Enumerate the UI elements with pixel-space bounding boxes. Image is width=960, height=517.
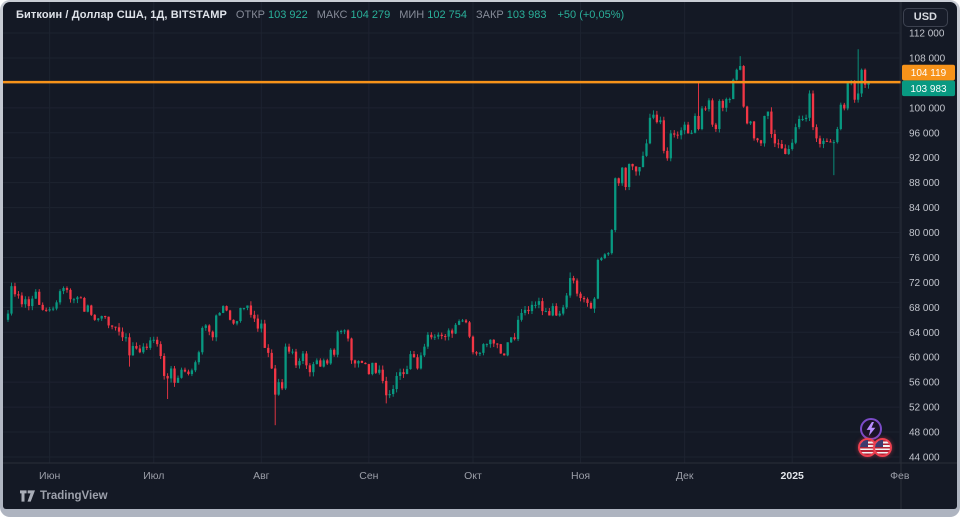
svg-text:104 119: 104 119 — [911, 68, 947, 79]
us-flag-icon — [858, 438, 877, 457]
chart-legend: Биткоин / Доллар США, 1Д, BITSTAMP ОТКР … — [16, 9, 624, 21]
svg-text:72 000: 72 000 — [909, 278, 940, 289]
events-lightning-icon[interactable] — [860, 418, 882, 440]
svg-text:Фев: Фев — [890, 470, 910, 482]
symbol-title[interactable]: Биткоин / Доллар США, 1Д, BITSTAMP — [16, 9, 227, 21]
svg-text:Июн: Июн — [39, 470, 60, 482]
svg-text:52 000: 52 000 — [909, 403, 940, 414]
svg-text:92 000: 92 000 — [909, 153, 940, 164]
svg-text:80 000: 80 000 — [909, 228, 940, 239]
svg-text:100 000: 100 000 — [909, 103, 946, 114]
svg-text:112 000: 112 000 — [909, 29, 945, 40]
price-change: +50 (+0,05%) — [557, 9, 625, 21]
time-axis-labels[interactable]: Июн Июл Авг Сен Окт Ноя Дек 2025 Фев — [39, 470, 910, 482]
lightning-bolt-icon — [866, 422, 876, 436]
svg-text:60 000: 60 000 — [909, 353, 940, 364]
svg-text:103 983: 103 983 — [910, 84, 947, 95]
ohlc-high: МАКС 104 279 — [317, 9, 391, 21]
chart-panel: 112 000 108 000 100 000 96 000 92 000 88 000 8… — [3, 2, 957, 509]
tradingview-logo-text: TradingView — [40, 490, 108, 502]
svg-text:76 000: 76 000 — [909, 253, 940, 264]
price-axis-labels[interactable]: 112 000 108 000 100 000 96 000 92 000 88 000 8… — [909, 29, 946, 464]
svg-text:Авг: Авг — [253, 470, 270, 482]
svg-text:64 000: 64 000 — [909, 328, 940, 339]
svg-text:56 000: 56 000 — [909, 378, 940, 389]
line-price-label[interactable]: 104 119 — [902, 64, 955, 81]
flag-canton — [860, 440, 868, 447]
candlestick-series — [6, 49, 870, 426]
svg-text:44 000: 44 000 — [909, 453, 940, 464]
tradingview-mark-icon — [20, 490, 35, 502]
svg-text:Сен: Сен — [359, 470, 378, 482]
price-gridlines — [3, 32, 901, 458]
svg-text:84 000: 84 000 — [909, 203, 940, 214]
ohlc-close: ЗАКР 103 983 — [476, 9, 547, 21]
svg-text:108 000: 108 000 — [909, 53, 946, 64]
time-gridlines — [49, 2, 901, 463]
svg-text:68 000: 68 000 — [909, 303, 940, 314]
low-value: 102 754 — [427, 9, 467, 21]
svg-text:Ноя: Ноя — [571, 470, 590, 482]
open-value: 103 922 — [267, 9, 308, 21]
svg-text:96 000: 96 000 — [909, 128, 940, 139]
currency-toggle-button[interactable]: USD — [902, 8, 948, 27]
last-price-label[interactable]: 103 983 — [902, 80, 955, 97]
close-label: ЗАКР — [476, 9, 504, 21]
low-label: МИН — [399, 9, 425, 21]
svg-text:Окт: Окт — [464, 470, 482, 482]
svg-text:Дек: Дек — [676, 470, 694, 482]
tradingview-logo[interactable]: TradingView — [20, 490, 108, 502]
svg-text:Июл: Июл — [143, 470, 164, 482]
open-label: ОТКР — [235, 9, 265, 21]
high-label: МАКС — [316, 9, 348, 21]
svg-text:48 000: 48 000 — [909, 428, 940, 439]
us-flag-icon — [873, 438, 892, 457]
svg-text:88 000: 88 000 — [909, 178, 940, 189]
economic-events-flags[interactable] — [858, 438, 892, 457]
close-value: 103 983 — [506, 9, 547, 21]
ohlc-open: ОТКР 103 922 — [236, 9, 308, 21]
chart-canvas[interactable]: 112 000 108 000 100 000 96 000 92 000 88 000 8… — [3, 2, 957, 509]
high-value: 104 279 — [350, 9, 391, 21]
svg-text:2025: 2025 — [781, 470, 805, 482]
flag-canton — [875, 440, 883, 447]
ohlc-low: МИН 102 754 — [399, 9, 467, 21]
